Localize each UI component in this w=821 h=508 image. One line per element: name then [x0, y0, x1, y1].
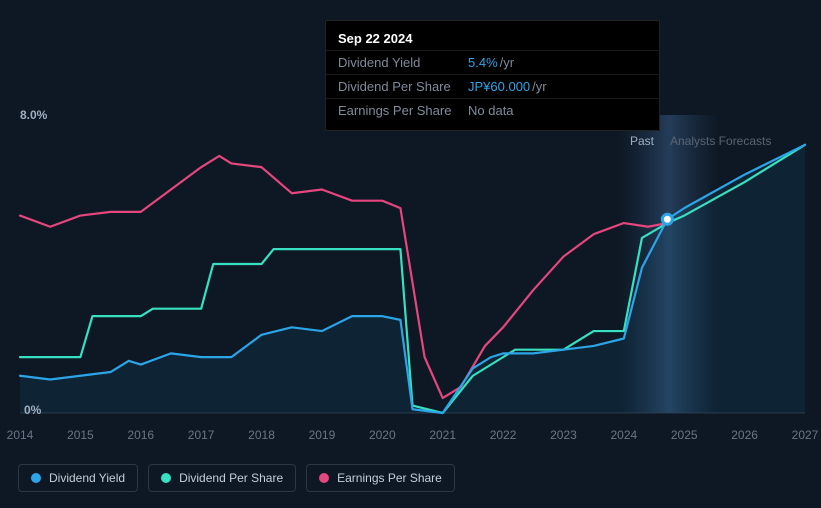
- tooltip-row: Earnings Per ShareNo data: [326, 98, 659, 122]
- x-tick-label: 2025: [671, 428, 698, 442]
- tooltip-row-label: Dividend Yield: [338, 55, 468, 70]
- legend-label: Earnings Per Share: [337, 471, 442, 485]
- tooltip-row-label: Earnings Per Share: [338, 103, 468, 118]
- tooltip-date: Sep 22 2024: [326, 29, 659, 50]
- chart-tooltip: Sep 22 2024 Dividend Yield5.4%/yrDividen…: [325, 20, 660, 131]
- tooltip-row: Dividend Per ShareJP¥60.000/yr: [326, 74, 659, 98]
- tooltip-row-value: No data: [468, 103, 514, 118]
- legend-swatch-dividend-per-share: [161, 473, 171, 483]
- legend-dividend-yield[interactable]: Dividend Yield: [18, 464, 138, 492]
- x-tick-label: 2015: [67, 428, 94, 442]
- legend-earnings-per-share[interactable]: Earnings Per Share: [306, 464, 455, 492]
- x-tick-label: 2027: [792, 428, 819, 442]
- legend-swatch-earnings-per-share: [319, 473, 329, 483]
- tooltip-row-value: JP¥60.000/yr: [468, 79, 547, 94]
- x-tick-label: 2019: [309, 428, 336, 442]
- x-tick-label: 2022: [490, 428, 517, 442]
- tooltip-row-label: Dividend Per Share: [338, 79, 468, 94]
- x-tick-label: 2021: [429, 428, 456, 442]
- region-label-forecast: Analysts Forecasts: [670, 134, 771, 148]
- x-tick-label: 2016: [127, 428, 154, 442]
- tooltip-row-value: 5.4%/yr: [468, 55, 514, 70]
- x-tick-label: 2023: [550, 428, 577, 442]
- region-label-past: Past: [630, 134, 654, 148]
- x-tick-label: 2014: [7, 428, 34, 442]
- x-tick-label: 2020: [369, 428, 396, 442]
- legend-label: Dividend Per Share: [179, 471, 283, 485]
- x-tick-label: 2017: [188, 428, 215, 442]
- y-axis-min: 0%: [24, 403, 41, 417]
- y-axis-max: 8.0%: [20, 108, 47, 122]
- x-tick-label: 2026: [731, 428, 758, 442]
- legend-swatch-dividend-yield: [31, 473, 41, 483]
- x-tick-label: 2018: [248, 428, 275, 442]
- legend: Dividend Yield Dividend Per Share Earnin…: [18, 464, 455, 492]
- x-tick-label: 2024: [610, 428, 637, 442]
- dividend-chart: 8.0% 0% 2014 2015 2016 2017 2018 2019 2020 2021…: [0, 0, 821, 508]
- legend-dividend-per-share[interactable]: Dividend Per Share: [148, 464, 296, 492]
- tooltip-row: Dividend Yield5.4%/yr: [326, 50, 659, 74]
- legend-label: Dividend Yield: [49, 471, 125, 485]
